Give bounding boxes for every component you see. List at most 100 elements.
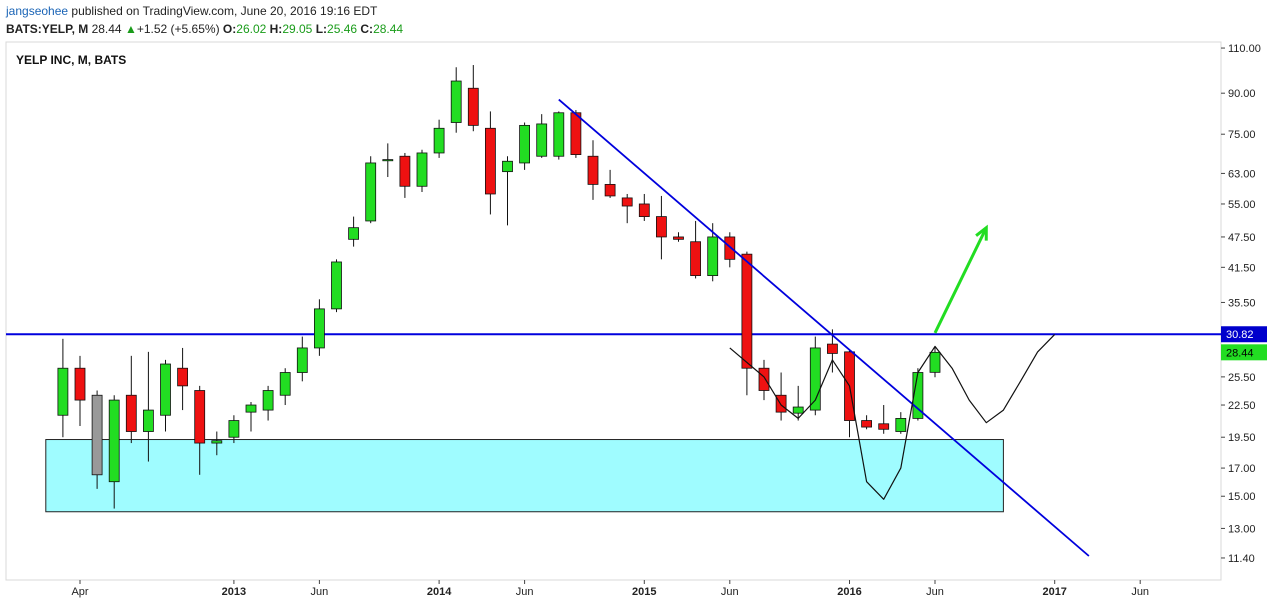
candle bbox=[228, 415, 240, 444]
candle-body bbox=[809, 347, 821, 411]
candle bbox=[57, 338, 69, 438]
candle bbox=[724, 232, 736, 268]
y-tick-label: 30.82 bbox=[1226, 329, 1254, 341]
candle bbox=[673, 232, 684, 242]
up-arrow-icon: ▲ bbox=[124, 22, 137, 36]
candle-body bbox=[399, 155, 411, 187]
candle-body bbox=[382, 159, 394, 162]
high-value: 29.05 bbox=[282, 22, 313, 36]
symbol-label: BATS:YELP, M bbox=[6, 22, 89, 36]
candle-body bbox=[279, 372, 291, 396]
candle-body bbox=[262, 390, 274, 411]
candle-body bbox=[895, 418, 907, 432]
candle bbox=[125, 355, 137, 444]
candle bbox=[382, 143, 394, 178]
publish-info: jangseohee published on TradingView.com,… bbox=[6, 4, 377, 18]
candle-body bbox=[125, 394, 137, 432]
candle-body bbox=[331, 261, 342, 310]
y-tick-label: 35.50 bbox=[1228, 297, 1256, 309]
candle bbox=[656, 195, 667, 260]
candle-body bbox=[74, 367, 86, 401]
candle bbox=[450, 67, 462, 133]
y-tick-label: 41.50 bbox=[1228, 262, 1256, 274]
candle-body bbox=[536, 123, 548, 157]
candle-body bbox=[416, 152, 428, 187]
candle bbox=[331, 259, 342, 313]
candle-body bbox=[108, 399, 120, 483]
candle bbox=[484, 111, 496, 215]
candle-body bbox=[313, 308, 325, 349]
candle-body bbox=[245, 404, 257, 413]
candle-body bbox=[553, 112, 565, 157]
candle bbox=[108, 395, 120, 509]
candle-body bbox=[673, 236, 684, 240]
candle bbox=[142, 351, 154, 462]
candle-body bbox=[194, 390, 206, 444]
candle bbox=[296, 336, 308, 382]
x-tick-label: 2014 bbox=[427, 586, 452, 598]
y-tick-label: 90.00 bbox=[1228, 88, 1256, 100]
candle-body bbox=[758, 367, 770, 391]
author-link[interactable]: jangseohee bbox=[6, 4, 69, 18]
candle-body bbox=[160, 363, 171, 416]
candle bbox=[758, 359, 770, 401]
candle bbox=[570, 110, 582, 158]
candle bbox=[177, 347, 189, 411]
candle bbox=[313, 299, 325, 356]
candle-body bbox=[775, 394, 787, 413]
candle bbox=[399, 152, 411, 198]
candle bbox=[160, 359, 171, 432]
candle bbox=[245, 402, 257, 432]
candle bbox=[844, 349, 855, 438]
drawings-layer bbox=[558, 98, 1090, 557]
candle-body bbox=[519, 124, 530, 164]
candle bbox=[792, 385, 804, 421]
ohlc-line: BATS:YELP, M 28.44 ▲+1.52 (+5.65%) O:26.… bbox=[6, 22, 403, 36]
candle bbox=[741, 251, 753, 396]
y-tick-label: 22.50 bbox=[1228, 400, 1256, 412]
candle-body bbox=[827, 343, 838, 354]
close-label: C: bbox=[360, 22, 374, 36]
open-label: O: bbox=[222, 22, 237, 36]
candle bbox=[604, 169, 616, 198]
resistance-price-tag bbox=[1221, 326, 1267, 343]
candle bbox=[553, 111, 565, 160]
support-zone-layer bbox=[45, 439, 1004, 513]
pattern-sketch-curve bbox=[729, 333, 1056, 500]
candle bbox=[348, 216, 360, 247]
high-label: H: bbox=[269, 22, 283, 36]
candle-body bbox=[365, 162, 377, 222]
y-tick-label: 63.00 bbox=[1228, 168, 1256, 180]
candle bbox=[690, 220, 701, 279]
candle-body bbox=[433, 127, 445, 154]
last-price: 28.44 bbox=[91, 22, 122, 36]
candle bbox=[91, 390, 103, 489]
candle bbox=[194, 385, 206, 475]
y-tick-label: 25.50 bbox=[1228, 372, 1256, 384]
candle bbox=[416, 149, 428, 193]
y-tick-label: 11.40 bbox=[1228, 553, 1255, 565]
x-tick-label: 2017 bbox=[1042, 586, 1066, 598]
y-tick-label: 47.50 bbox=[1228, 232, 1256, 244]
y-tick-label: 110.00 bbox=[1228, 43, 1261, 55]
candle-body bbox=[707, 236, 719, 277]
candle-body bbox=[878, 423, 890, 430]
candle bbox=[365, 156, 377, 224]
candle bbox=[775, 372, 787, 421]
candle-body bbox=[91, 394, 103, 476]
candle-body bbox=[502, 160, 513, 173]
candle bbox=[929, 347, 941, 378]
x-tick-label: Apr bbox=[71, 586, 88, 598]
candle-body bbox=[211, 440, 223, 444]
open-value: 26.02 bbox=[236, 22, 267, 36]
change-value: +1.52 (+5.65%) bbox=[136, 22, 220, 36]
chart-title: YELP INC, M, BATS bbox=[16, 53, 127, 67]
candle-body bbox=[638, 203, 650, 217]
y-tick-label: 15.00 bbox=[1228, 491, 1256, 503]
candle bbox=[502, 156, 513, 226]
candle bbox=[519, 122, 530, 170]
candle-body bbox=[296, 347, 308, 373]
candle-body bbox=[177, 367, 189, 387]
x-tick-label: Jun bbox=[926, 586, 944, 598]
